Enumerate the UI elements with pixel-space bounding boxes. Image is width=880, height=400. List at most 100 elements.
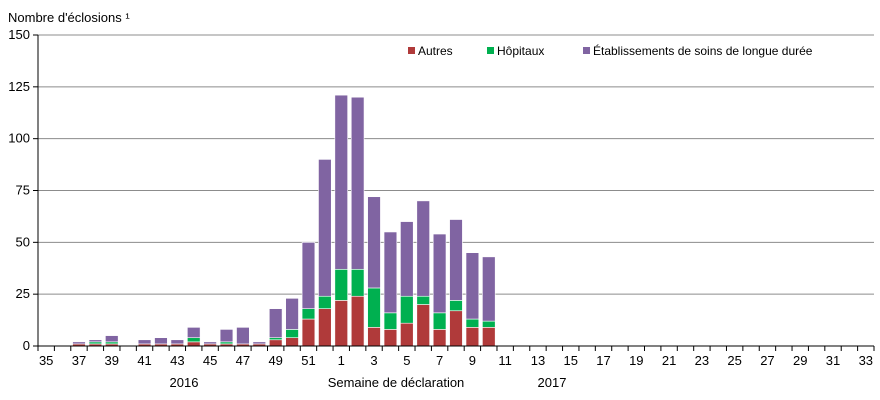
bar-segment-series-1: [465, 318, 480, 328]
bar-segment-series-2: [72, 341, 86, 345]
x-tick-label: 33: [859, 353, 873, 368]
bar-segment-series-1: [416, 295, 430, 305]
y-tick-label: 100: [8, 131, 30, 146]
y-tick-labels: 0 25 50 75 100 125 150: [8, 27, 30, 353]
x-tick-label: 27: [760, 353, 774, 368]
bar-segment-series-1: [219, 341, 234, 345]
bar-segment-series-1: [449, 300, 463, 312]
bar-segment-series-2: [252, 341, 266, 345]
x-tick-label: 29: [793, 353, 807, 368]
bar-segment-series-2: [88, 339, 103, 343]
bar-segment-series-2: [318, 159, 332, 297]
bar-segment-series-1: [383, 312, 398, 330]
bar-segment-series-2: [465, 252, 480, 320]
bar-segment-series-1: [105, 341, 119, 345]
bar-segment-series-0: [187, 341, 201, 347]
bar-segment-series-0: [416, 304, 430, 347]
bar-segment-series-2: [170, 339, 185, 345]
x-tick-label: 35: [39, 353, 53, 368]
bar-segment-series-0: [268, 339, 283, 347]
year-label-2017: 2017: [538, 375, 567, 390]
y-axis-title: Nombre d'éclosions ¹: [8, 10, 130, 25]
x-tick-label: 49: [268, 353, 282, 368]
y-tick-label: 75: [16, 183, 30, 198]
bar-segment-series-2: [219, 329, 234, 343]
bar-segment-series-0: [383, 329, 398, 347]
gridlines: [38, 34, 874, 295]
x-tick-label: 45: [203, 353, 217, 368]
bar-segment-series-1: [285, 329, 299, 339]
y-tick-label: 0: [23, 338, 30, 353]
x-tick-label: 47: [236, 353, 250, 368]
bar-segment-series-2: [449, 219, 463, 301]
legend-label: Autres: [418, 44, 453, 58]
x-tick-label: 21: [662, 353, 676, 368]
legend-swatch: [583, 47, 590, 54]
bar-segment-series-2: [301, 242, 316, 309]
bar-segment-series-0: [449, 310, 463, 347]
x-tick-label: 41: [137, 353, 151, 368]
x-tick-label: 9: [469, 353, 476, 368]
x-tick-labels: 35 37 39 41 43 45 47 49 51 1 3 5 7 9 11 13 15 17 19 21 23 25 2…: [39, 353, 873, 368]
bar-segment-series-2: [268, 308, 283, 339]
bar-segment-series-0: [432, 329, 447, 347]
x-tick-label: 39: [105, 353, 119, 368]
x-tick-label: 3: [370, 353, 377, 368]
bar-segment-series-1: [268, 337, 283, 341]
bar-segment-series-0: [334, 300, 348, 347]
bar-segment-series-2: [203, 341, 217, 345]
bar-segment-series-0: [482, 327, 496, 347]
x-tick-label: 31: [826, 353, 840, 368]
year-label-2016: 2016: [170, 375, 199, 390]
x-tick-label: 23: [695, 353, 709, 368]
y-tick-label: 50: [16, 234, 30, 249]
bar-segment-series-2: [154, 337, 168, 345]
bar-segment-series-1: [187, 337, 201, 343]
bar-segment-series-2: [334, 94, 348, 270]
bar-segment-series-0: [465, 327, 480, 347]
bar-segment-series-2: [400, 221, 414, 297]
x-tick-label: 15: [564, 353, 578, 368]
bar-segment-series-2: [285, 298, 299, 330]
axes: [33, 34, 875, 351]
bar-segment-series-0: [285, 337, 299, 347]
legend: Autres Hôpitaux Établissements de soins de…: [408, 43, 813, 58]
bar-segment-series-2: [416, 200, 430, 297]
x-tick-label: 5: [403, 353, 410, 368]
legend-label: Établissements de soins de longue durée: [593, 43, 813, 58]
bar-segment-series-2: [187, 327, 201, 339]
bar-segment-series-2: [432, 233, 447, 314]
bar-segment-series-0: [350, 295, 365, 347]
bar-segment-series-1: [482, 320, 496, 328]
bar-segment-series-0: [301, 318, 316, 347]
x-tick-label: 51: [301, 353, 315, 368]
bar-segment-series-1: [350, 268, 365, 297]
bar-segment-series-2: [105, 335, 119, 343]
bar-segment-series-2: [350, 96, 365, 270]
bar-segment-series-0: [367, 327, 381, 347]
legend-swatch: [487, 47, 494, 54]
bar-segment-series-1: [301, 308, 316, 320]
bar-segment-series-2: [137, 339, 152, 345]
bar-segment-series-2: [236, 327, 250, 345]
bar-segment-series-1: [318, 295, 332, 309]
bar-segment-series-2: [482, 256, 496, 322]
legend-swatch: [408, 47, 415, 54]
x-tick-label: 37: [72, 353, 86, 368]
legend-label: Hôpitaux: [497, 44, 544, 58]
y-tick-label: 150: [8, 27, 30, 42]
x-tick-label: 1: [338, 353, 345, 368]
bar-segment-series-2: [383, 231, 398, 314]
y-tick-label: 125: [8, 79, 30, 94]
bar-segment-series-0: [318, 308, 332, 347]
x-tick-label: 13: [531, 353, 545, 368]
x-tick-label: 25: [727, 353, 741, 368]
x-tick-label: 7: [436, 353, 443, 368]
bar-segment-series-1: [400, 295, 414, 324]
bar-segment-series-1: [432, 312, 447, 330]
x-tick-label: 19: [629, 353, 643, 368]
bar-segment-series-2: [367, 196, 381, 289]
bar-segment-series-0: [400, 322, 414, 347]
bars: [72, 94, 496, 347]
